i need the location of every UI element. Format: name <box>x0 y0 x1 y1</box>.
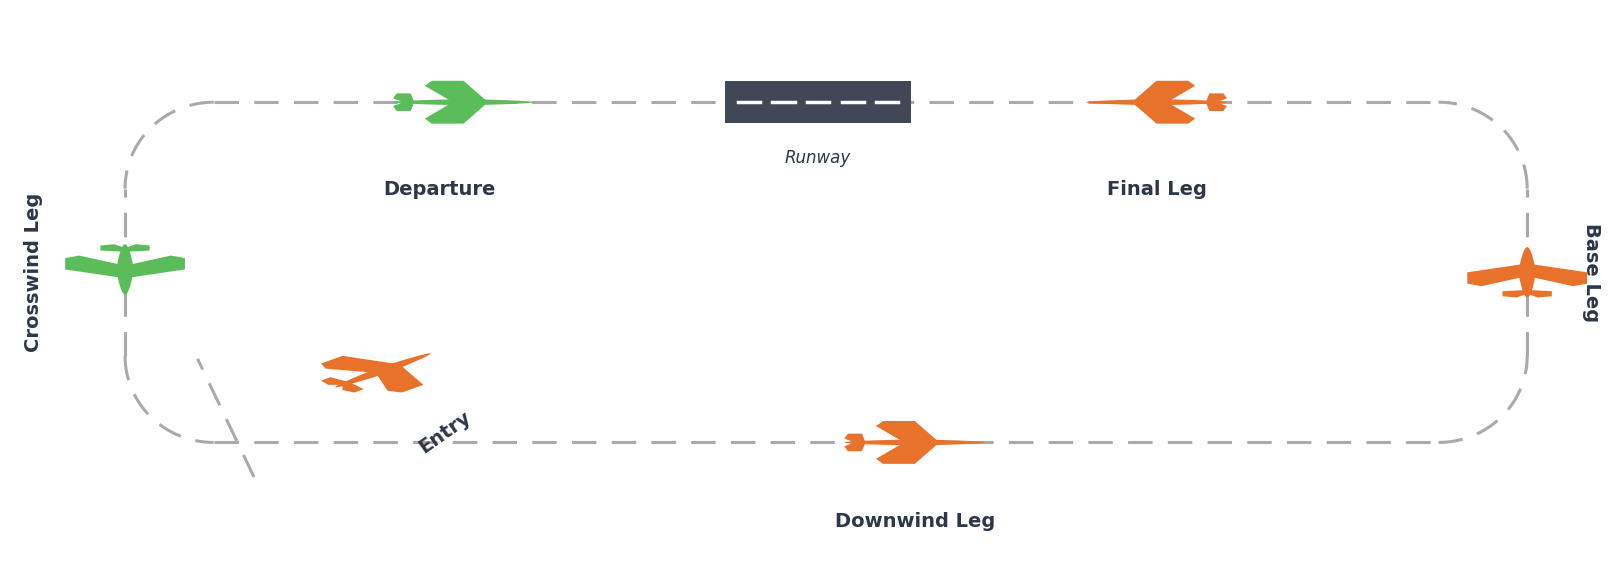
Text: Runway: Runway <box>786 150 850 167</box>
Text: Final Leg: Final Leg <box>1106 180 1207 199</box>
Polygon shape <box>65 256 125 278</box>
Polygon shape <box>100 244 125 252</box>
Polygon shape <box>321 356 400 373</box>
Text: Base Leg: Base Leg <box>1583 223 1601 322</box>
Polygon shape <box>1528 290 1552 298</box>
Polygon shape <box>394 102 415 111</box>
Polygon shape <box>1528 263 1588 286</box>
Polygon shape <box>342 382 364 393</box>
Bar <box>726 81 910 123</box>
Polygon shape <box>844 439 985 445</box>
Polygon shape <box>376 364 423 393</box>
Text: Departure: Departure <box>382 180 496 199</box>
Polygon shape <box>876 421 940 442</box>
Polygon shape <box>117 245 133 295</box>
Polygon shape <box>1205 102 1226 111</box>
Polygon shape <box>1085 99 1226 105</box>
Polygon shape <box>1205 94 1226 102</box>
Polygon shape <box>424 81 488 102</box>
Text: Downwind Leg: Downwind Leg <box>834 512 995 531</box>
Polygon shape <box>394 99 535 105</box>
Polygon shape <box>394 94 415 102</box>
Polygon shape <box>844 433 865 442</box>
Text: Entry: Entry <box>415 408 475 457</box>
Polygon shape <box>125 256 185 278</box>
Polygon shape <box>844 442 865 451</box>
Text: Crosswind Leg: Crosswind Leg <box>24 192 42 352</box>
Polygon shape <box>876 442 940 464</box>
Polygon shape <box>424 102 488 123</box>
Polygon shape <box>1468 263 1528 286</box>
Polygon shape <box>1502 290 1528 298</box>
Polygon shape <box>321 377 350 385</box>
Polygon shape <box>1132 81 1196 102</box>
Polygon shape <box>1132 102 1196 123</box>
Polygon shape <box>1520 247 1536 298</box>
Polygon shape <box>125 244 149 252</box>
Polygon shape <box>335 353 431 387</box>
